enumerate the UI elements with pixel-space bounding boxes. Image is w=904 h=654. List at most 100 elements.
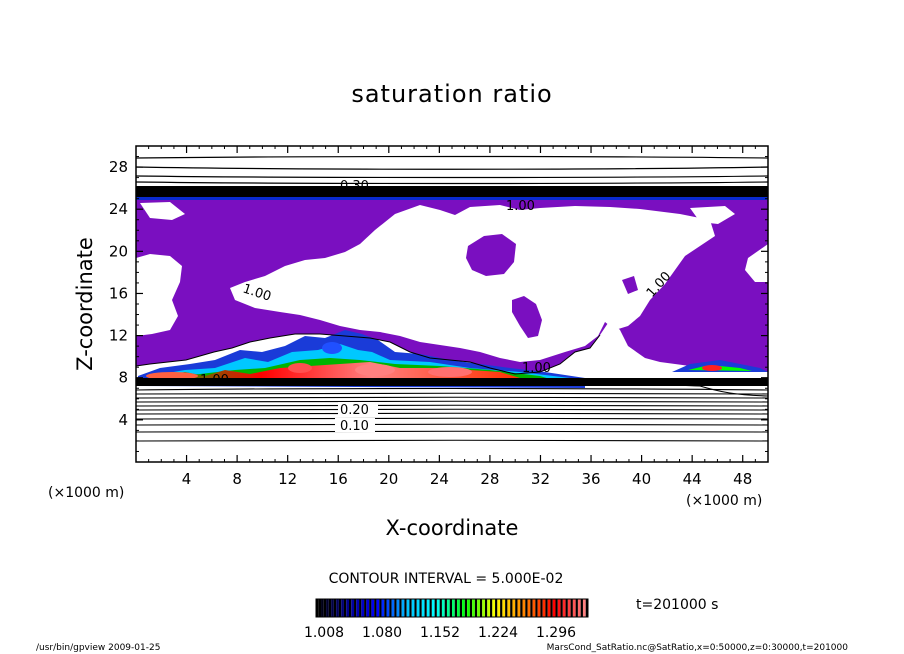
colorbar-swatch	[356, 599, 360, 617]
colorbar-gap	[535, 599, 538, 617]
colorbar-gap	[580, 599, 583, 617]
colorbar-gap	[484, 599, 488, 617]
colorbar-gap	[464, 599, 468, 617]
colorbar-gap	[479, 599, 483, 617]
colorbar-gap	[369, 599, 372, 617]
colorbar-swatch	[572, 599, 576, 617]
colorbar-gap	[419, 599, 422, 617]
y-tick-label: 16	[109, 284, 128, 302]
colorbar-gap	[318, 599, 322, 617]
dry-region-top-left	[140, 202, 185, 220]
colorbar-swatch	[497, 599, 501, 617]
colorbar-gap	[364, 599, 367, 617]
colorbar-gap	[585, 599, 588, 617]
contour-label: 0.10	[340, 419, 369, 434]
contour-label: 0.20	[340, 403, 369, 418]
colorbar-gap	[469, 599, 473, 617]
colorbar-gap	[394, 599, 397, 617]
colorbar-gap	[404, 599, 407, 617]
colorbar-swatch	[517, 599, 521, 617]
colorbar-swatch	[406, 599, 410, 617]
colorbar	[316, 599, 588, 617]
y-unit-label: (×1000 m)	[48, 485, 124, 501]
colorbar-gap	[525, 599, 528, 617]
colorbar-swatch	[492, 599, 496, 617]
colorbar-gap	[434, 599, 437, 617]
colorbar-swatch	[512, 599, 516, 617]
chart-title: saturation ratio	[351, 80, 552, 108]
colorbar-swatch	[421, 599, 425, 617]
colorbar-swatch	[522, 599, 526, 617]
colorbar-swatch	[386, 599, 390, 617]
colorbar-swatch	[376, 599, 380, 617]
colorbar-gap	[399, 599, 402, 617]
colorbar-swatch	[547, 599, 551, 617]
x-unit-label: (×1000 m)	[686, 493, 762, 509]
x-tick-label: 28	[480, 470, 499, 488]
colorbar-swatch	[431, 599, 435, 617]
y-tick-label: 4	[118, 411, 128, 429]
colorbar-swatch	[361, 599, 365, 617]
x-axis-title: X-coordinate	[386, 516, 519, 540]
moist-island-dot	[622, 276, 638, 294]
colorbar-swatch	[396, 599, 400, 617]
colorbar-swatch	[557, 599, 561, 617]
y-tick-label: 8	[118, 369, 128, 387]
dry-region-top-right	[690, 206, 735, 224]
footer-right: MarsCond_SatRatio.nc@SatRatio,x=0:50000,…	[547, 643, 849, 653]
colorbar-gap	[555, 599, 558, 617]
x-tick-label: 24	[430, 470, 449, 488]
colorbar-swatch	[371, 599, 375, 617]
dry-region-right	[745, 244, 768, 282]
colorbar-tick-label: 1.296	[536, 625, 576, 641]
moist-island-center	[466, 234, 516, 276]
x-tick-label: 48	[733, 470, 752, 488]
colorbar-swatch	[351, 599, 355, 617]
colorbar-swatch	[532, 599, 536, 617]
colorbar-gap	[505, 599, 508, 617]
x-tick-label: 32	[531, 470, 550, 488]
colorbar-swatch	[391, 599, 395, 617]
y-tick-label: 28	[109, 158, 128, 176]
y-tick-label: 12	[109, 327, 128, 345]
colorbar-swatch	[462, 599, 465, 617]
y-axis-title: Z-coordinate	[73, 237, 97, 371]
colorbar-gap	[328, 599, 332, 617]
plot-area: 0.10 0.20 1.00 1.00 1.00 1.00 1.00 0.30	[136, 146, 768, 462]
colorbar-gap	[575, 599, 578, 617]
x-axis: 4 8 12 16 20 24 28 32 36 40 44 48	[148, 146, 756, 488]
x-tick-label: 16	[329, 470, 348, 488]
colorbar-swatch	[542, 599, 546, 617]
colorbar-gap	[474, 599, 478, 617]
colorbar-gap	[565, 599, 568, 617]
colorbar-swatch	[552, 599, 556, 617]
colorbar-swatch	[401, 599, 405, 617]
footer-left: /usr/bin/gpview 2009-01-25	[36, 643, 160, 653]
colorbar-gap	[414, 599, 417, 617]
colorbar-swatch	[441, 599, 445, 617]
lower-contours	[136, 379, 768, 442]
colorbar-gap	[323, 599, 327, 617]
colorbar-swatch	[346, 599, 349, 617]
colorbar-swatch	[326, 599, 329, 617]
colorbar-tick-label: 1.224	[478, 625, 518, 641]
colorbar-gap	[424, 599, 427, 617]
contour-interval: CONTOUR INTERVAL = 5.000E-02	[329, 571, 564, 587]
colorbar-gap	[389, 599, 392, 617]
dry-region-left	[136, 254, 182, 336]
colorbar-swatch	[436, 599, 440, 617]
colorbar-gap	[550, 599, 553, 617]
contour-label: 1.00	[200, 373, 229, 388]
x-tick-label: 4	[182, 470, 192, 488]
upper-contour-band	[136, 186, 768, 199]
colorbar-swatch	[446, 599, 450, 617]
colorbar-swatch	[472, 599, 475, 617]
colorbar-gap	[490, 599, 493, 617]
colorbar-gap	[540, 599, 543, 617]
colorbar-gap	[354, 599, 357, 617]
colorbar-gap	[510, 599, 513, 617]
colorbar-gap	[495, 599, 498, 617]
colorbar-swatch	[577, 599, 581, 617]
colorbar-gap	[374, 599, 377, 617]
